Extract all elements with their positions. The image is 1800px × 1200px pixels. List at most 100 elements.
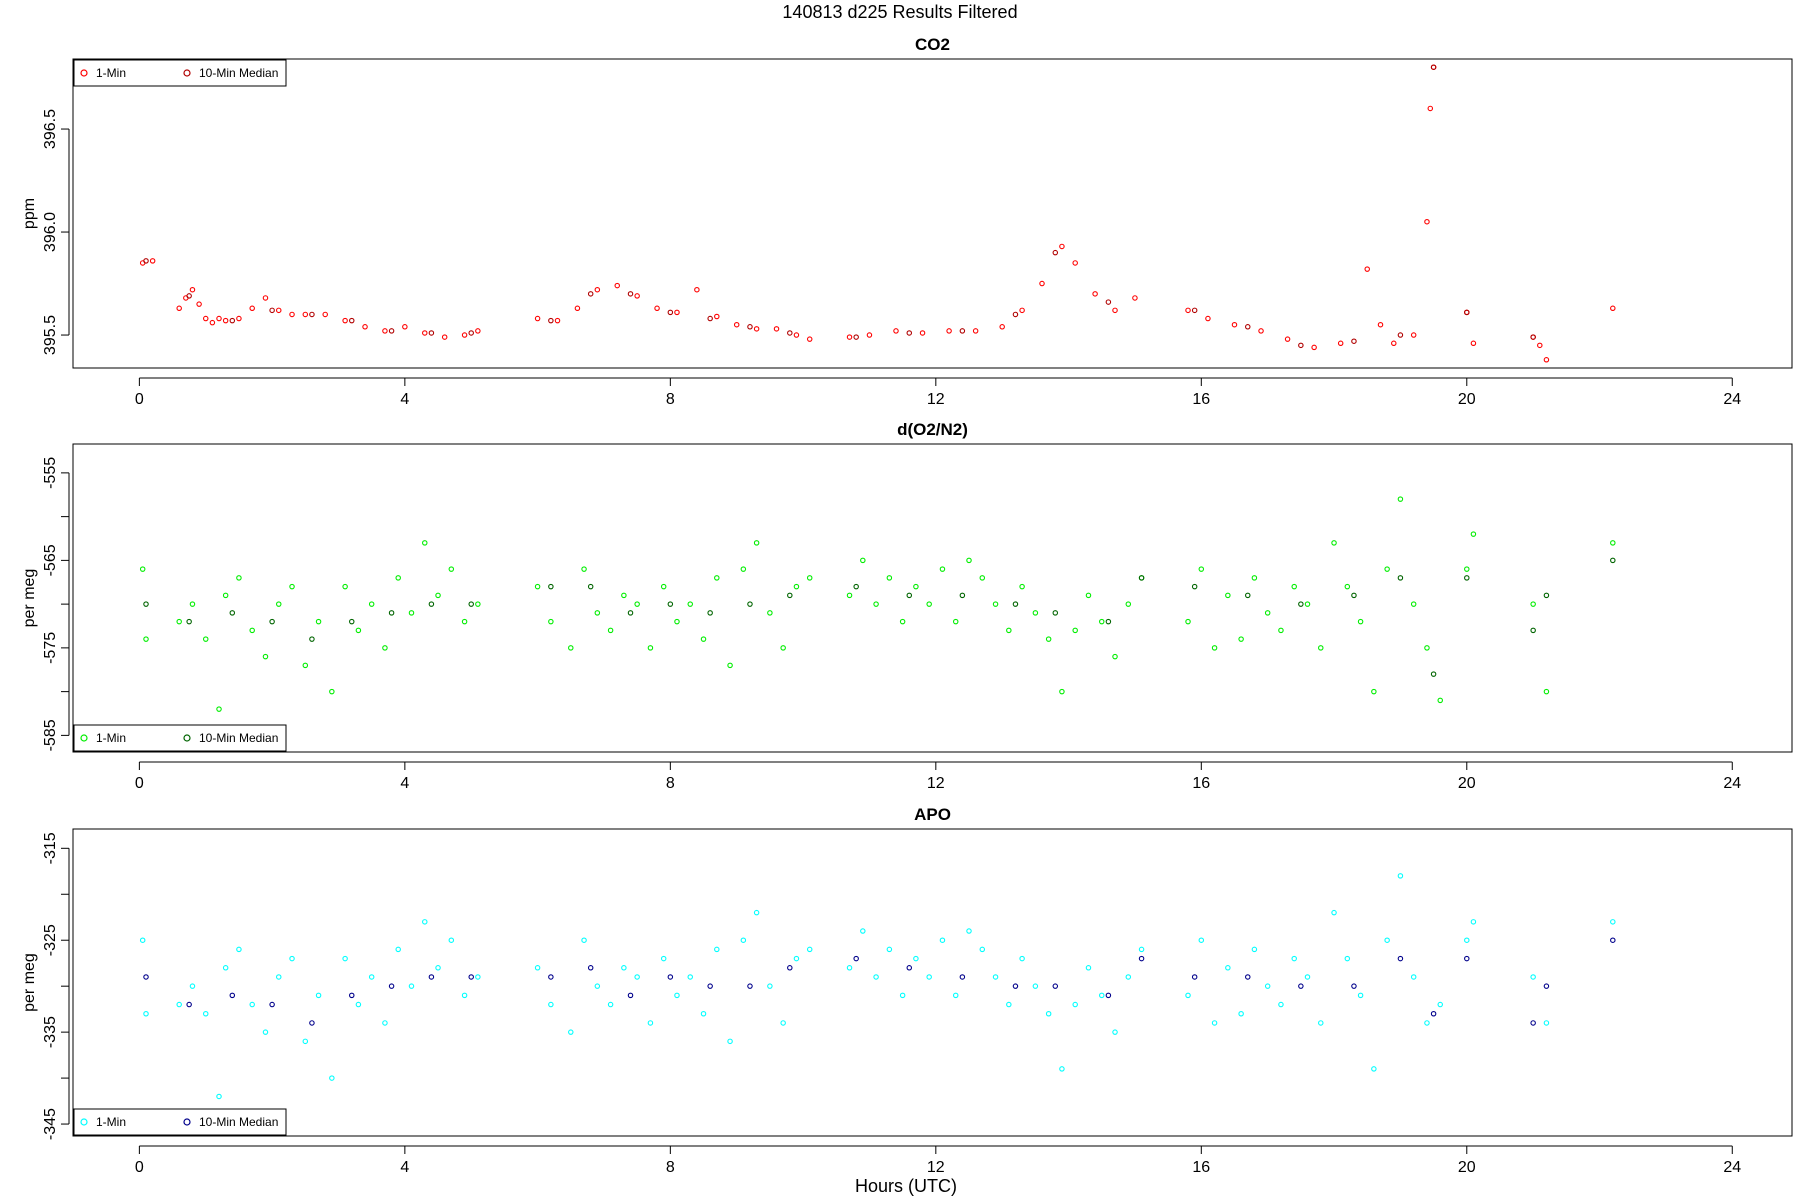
data-point — [229, 610, 236, 616]
data-point — [1205, 315, 1211, 322]
data-point — [860, 928, 866, 934]
data-point — [667, 309, 674, 316]
data-point — [1430, 671, 1437, 677]
data-point — [587, 583, 594, 590]
data-point — [1125, 601, 1132, 607]
data-point — [368, 601, 375, 607]
data-point — [959, 328, 966, 334]
data-point — [607, 627, 614, 634]
data-point — [899, 992, 906, 999]
data-point — [382, 645, 388, 651]
data-point — [1012, 311, 1019, 318]
data-point — [866, 332, 873, 338]
data-point — [202, 1011, 209, 1017]
legend: 1-Min 10-Min Median — [73, 724, 287, 752]
data-point — [1284, 336, 1291, 342]
data-point — [952, 618, 959, 625]
data-point — [548, 618, 554, 625]
data-point — [906, 330, 913, 336]
data-point — [422, 540, 428, 546]
data-point — [753, 540, 760, 546]
data-point — [236, 946, 242, 953]
data-point — [1318, 1020, 1324, 1026]
chart-title: d(O2/N2) — [897, 420, 968, 439]
data-point — [1530, 601, 1536, 607]
data-point — [236, 575, 242, 581]
data-point — [747, 324, 753, 330]
data-point — [349, 618, 355, 625]
data-point — [1543, 688, 1550, 695]
x-tick-label: 8 — [666, 391, 675, 408]
y-tick-label: -325 — [42, 924, 59, 956]
data-point — [1391, 340, 1397, 347]
data-point — [1437, 1001, 1443, 1008]
x-tick-label: 20 — [1458, 775, 1476, 792]
legend-box — [73, 1108, 287, 1136]
data-point — [1019, 955, 1025, 962]
data-point — [408, 983, 415, 989]
data-point — [853, 955, 859, 962]
data-point — [408, 610, 415, 616]
legend-label: 10-Min Median — [199, 66, 278, 80]
data-point — [906, 592, 913, 599]
data-point — [1185, 307, 1191, 314]
data-point — [634, 974, 640, 980]
data-point — [1092, 291, 1098, 297]
data-point — [753, 909, 760, 916]
data-point — [1211, 645, 1218, 651]
data-point — [1351, 338, 1357, 344]
y-tick-label: -315 — [42, 832, 59, 864]
data-point — [806, 575, 813, 581]
legend: 1-Min 10-Min Median — [73, 1108, 287, 1136]
data-point — [461, 992, 468, 999]
data-point — [1424, 645, 1430, 651]
data-point — [362, 324, 368, 330]
data-point — [342, 317, 348, 324]
y-axis-label: per meg — [21, 569, 38, 628]
data-point — [262, 653, 269, 660]
data-point — [1278, 627, 1284, 634]
data-point — [1318, 645, 1324, 651]
data-point — [289, 311, 295, 318]
data-point — [269, 307, 275, 314]
data-point — [422, 919, 428, 925]
data-point — [674, 309, 680, 316]
data-point — [395, 946, 401, 953]
data-point — [1410, 974, 1417, 980]
data-point — [1430, 64, 1437, 70]
x-tick-label: 16 — [1192, 391, 1210, 408]
data-point — [574, 305, 581, 312]
series-10-min-median — [143, 937, 1616, 1026]
series-10-min-median — [143, 557, 1616, 677]
data-point — [780, 645, 786, 651]
data-point — [1543, 592, 1550, 599]
data-point — [1019, 307, 1025, 314]
data-point — [1537, 342, 1543, 349]
data-point — [1377, 321, 1384, 328]
data-point — [1072, 627, 1078, 634]
data-point — [959, 592, 966, 599]
data-point — [1397, 955, 1404, 962]
data-point — [249, 305, 255, 312]
data-point — [919, 330, 926, 336]
data-point — [534, 583, 541, 590]
data-point — [714, 946, 720, 953]
data-point — [654, 305, 660, 312]
data-point — [1098, 618, 1105, 625]
data-point — [607, 1001, 614, 1008]
data-point — [1344, 583, 1351, 590]
data-point — [302, 662, 309, 669]
data-point — [873, 974, 879, 980]
data-point — [1059, 688, 1065, 695]
data-point — [222, 965, 229, 971]
data-point — [1264, 983, 1271, 989]
data-point — [959, 974, 966, 980]
data-point — [1337, 340, 1344, 347]
data-point — [899, 618, 906, 625]
data-point — [289, 583, 295, 590]
data-point — [342, 955, 348, 962]
data-point — [1357, 992, 1364, 999]
data-point — [714, 575, 720, 581]
y-tick-label: -585 — [42, 719, 59, 751]
data-point — [674, 992, 680, 999]
